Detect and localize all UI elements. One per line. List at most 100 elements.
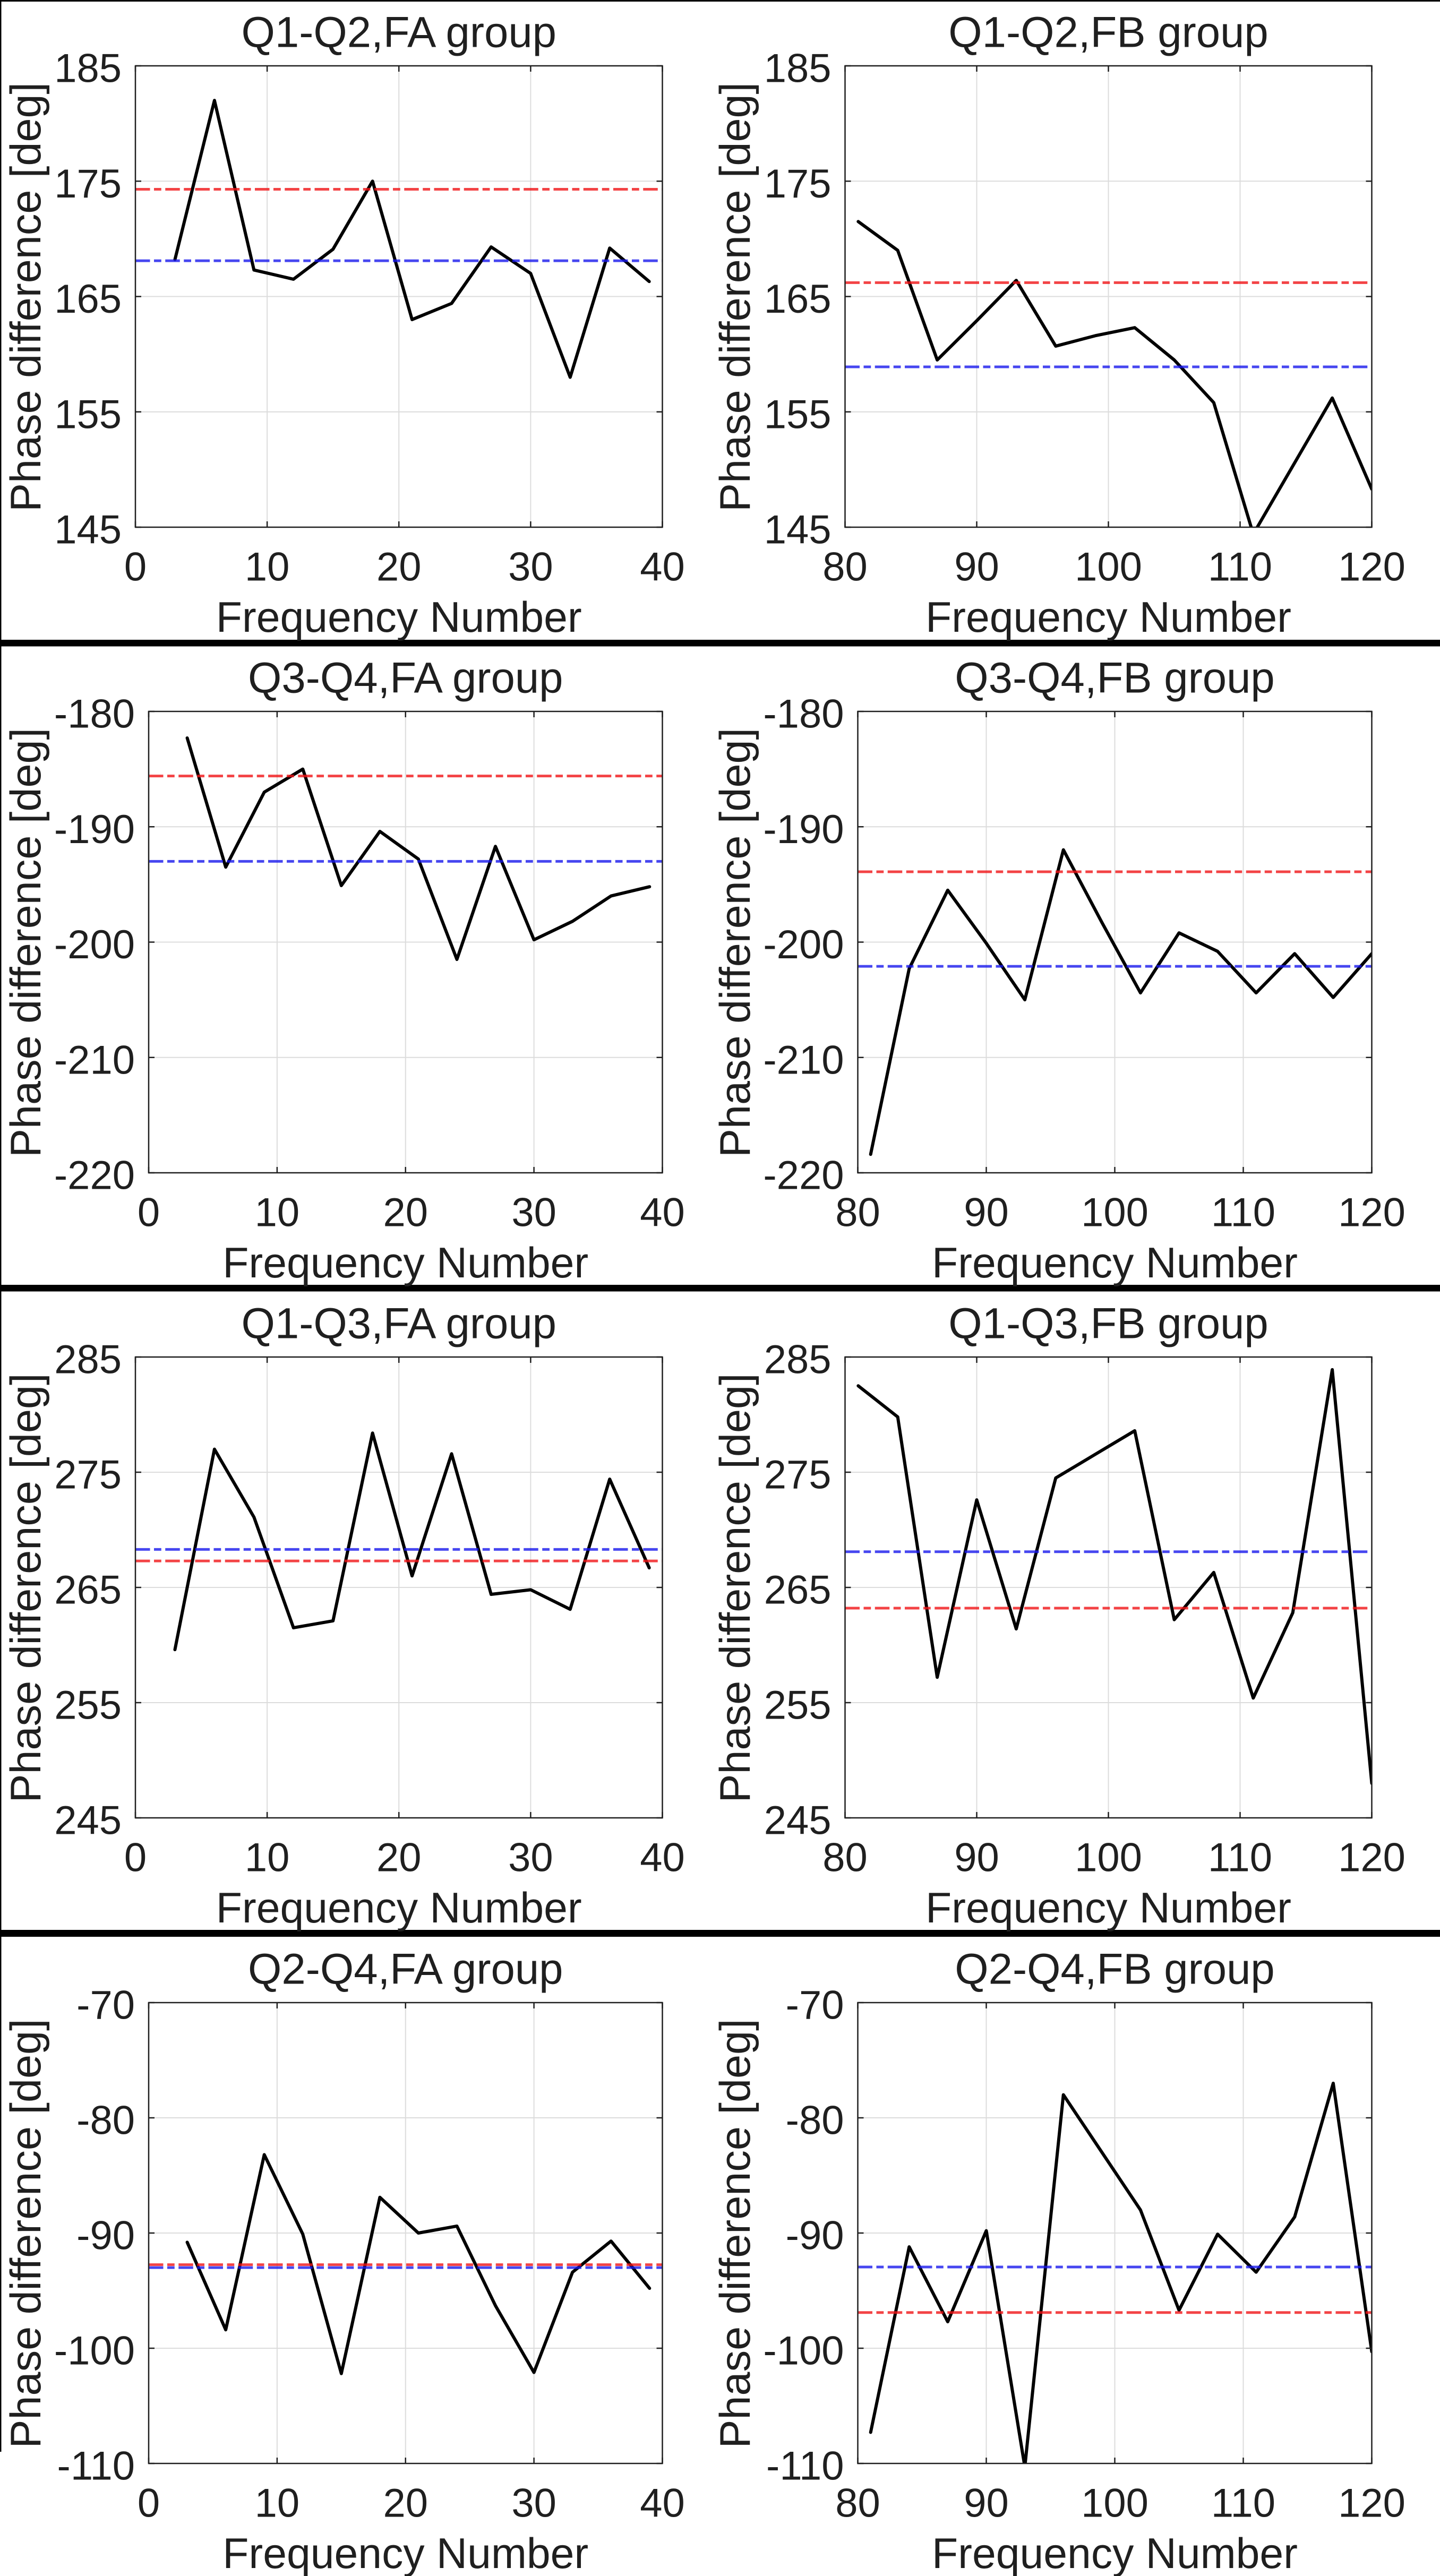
svg-text:-80: -80 — [76, 2098, 135, 2143]
svg-text:185: 185 — [764, 46, 832, 91]
svg-text:275: 275 — [54, 1453, 122, 1498]
svg-text:40: 40 — [640, 545, 685, 590]
svg-text:155: 155 — [764, 392, 832, 437]
svg-text:265: 265 — [54, 1568, 122, 1613]
svg-text:Frequency Number: Frequency Number — [932, 2530, 1298, 2576]
svg-text:145: 145 — [54, 508, 122, 553]
svg-text:245: 245 — [764, 1798, 832, 1843]
svg-text:10: 10 — [245, 545, 290, 590]
svg-text:Phase difference [deg]: Phase difference [deg] — [2, 82, 50, 512]
svg-text:-110: -110 — [766, 2444, 844, 2489]
svg-text:Frequency Number: Frequency Number — [222, 2530, 588, 2576]
svg-text:110: 110 — [1208, 545, 1272, 590]
svg-text:-200: -200 — [763, 922, 844, 967]
svg-text:275: 275 — [764, 1453, 832, 1498]
svg-text:-80: -80 — [786, 2098, 844, 2143]
svg-text:-220: -220 — [763, 1153, 844, 1198]
svg-text:Frequency Number: Frequency Number — [222, 1239, 588, 1287]
svg-text:Frequency Number: Frequency Number — [925, 1884, 1291, 1932]
svg-text:100: 100 — [1075, 545, 1142, 590]
svg-text:-220: -220 — [54, 1153, 135, 1198]
svg-text:120: 120 — [1338, 2481, 1405, 2526]
svg-text:175: 175 — [54, 161, 122, 207]
svg-text:10: 10 — [245, 1835, 290, 1881]
svg-text:Phase difference [deg]: Phase difference [deg] — [712, 1373, 759, 1802]
svg-text:40: 40 — [640, 1190, 685, 1235]
svg-text:30: 30 — [508, 545, 553, 590]
svg-text:0: 0 — [124, 545, 147, 590]
svg-text:-210: -210 — [54, 1037, 135, 1083]
svg-text:0: 0 — [138, 2481, 160, 2526]
svg-text:Phase difference [deg]: Phase difference [deg] — [2, 2019, 50, 2448]
svg-text:Phase difference [deg]: Phase difference [deg] — [712, 2019, 759, 2448]
svg-text:265: 265 — [764, 1568, 832, 1613]
svg-text:30: 30 — [508, 1835, 553, 1881]
svg-text:165: 165 — [764, 277, 832, 322]
svg-text:80: 80 — [835, 2481, 880, 2526]
svg-text:10: 10 — [255, 2481, 300, 2526]
svg-text:285: 285 — [54, 1337, 122, 1383]
svg-text:90: 90 — [954, 545, 999, 590]
svg-text:Q1-Q2,FB group: Q1-Q2,FB group — [948, 8, 1268, 57]
svg-text:-100: -100 — [763, 2329, 844, 2374]
svg-text:-200: -200 — [54, 922, 135, 967]
svg-text:100: 100 — [1075, 1835, 1142, 1881]
svg-text:Frequency Number: Frequency Number — [932, 1239, 1298, 1287]
svg-text:110: 110 — [1211, 2481, 1275, 2526]
svg-text:120: 120 — [1338, 545, 1405, 590]
svg-text:100: 100 — [1081, 1190, 1148, 1235]
svg-text:-70: -70 — [786, 1983, 844, 2028]
svg-text:20: 20 — [376, 1835, 422, 1881]
svg-text:175: 175 — [764, 161, 832, 207]
svg-text:Q1-Q3,FA group: Q1-Q3,FA group — [242, 1300, 556, 1348]
svg-text:110: 110 — [1208, 1835, 1272, 1881]
svg-text:-90: -90 — [76, 2213, 135, 2259]
svg-text:20: 20 — [383, 2481, 428, 2526]
svg-text:-180: -180 — [54, 692, 135, 737]
svg-text:10: 10 — [255, 1190, 300, 1235]
svg-text:Q1-Q2,FA group: Q1-Q2,FA group — [242, 8, 556, 57]
svg-text:Q2-Q4,FB group: Q2-Q4,FB group — [955, 1945, 1274, 1994]
svg-text:120: 120 — [1338, 1190, 1405, 1235]
svg-text:110: 110 — [1211, 1190, 1275, 1235]
svg-text:0: 0 — [138, 1190, 160, 1235]
svg-text:Q1-Q3,FB group: Q1-Q3,FB group — [948, 1300, 1268, 1348]
svg-text:20: 20 — [376, 545, 422, 590]
svg-text:Phase difference [deg]: Phase difference [deg] — [712, 728, 759, 1157]
svg-text:80: 80 — [822, 1835, 868, 1881]
svg-text:30: 30 — [511, 1190, 556, 1235]
svg-text:255: 255 — [54, 1683, 122, 1728]
svg-text:80: 80 — [835, 1190, 880, 1235]
svg-text:-70: -70 — [76, 1983, 135, 2028]
svg-text:285: 285 — [764, 1337, 832, 1383]
svg-text:-110: -110 — [57, 2444, 135, 2489]
svg-text:-180: -180 — [763, 692, 844, 737]
svg-text:165: 165 — [54, 277, 122, 322]
svg-text:100: 100 — [1081, 2481, 1148, 2526]
svg-text:40: 40 — [640, 2481, 685, 2526]
svg-text:20: 20 — [383, 1190, 428, 1235]
svg-text:Frequency Number: Frequency Number — [925, 594, 1291, 641]
svg-text:Q2-Q4,FA group: Q2-Q4,FA group — [248, 1945, 563, 1994]
svg-text:90: 90 — [964, 1190, 1009, 1235]
svg-text:0: 0 — [124, 1835, 147, 1881]
svg-text:30: 30 — [511, 2481, 556, 2526]
svg-text:90: 90 — [954, 1835, 999, 1881]
svg-text:-190: -190 — [763, 807, 844, 852]
svg-text:Frequency Number: Frequency Number — [216, 594, 582, 641]
svg-text:-90: -90 — [786, 2213, 844, 2259]
svg-text:Phase difference [deg]: Phase difference [deg] — [2, 728, 50, 1157]
svg-text:145: 145 — [764, 508, 832, 553]
svg-text:Phase difference [deg]: Phase difference [deg] — [712, 82, 759, 512]
svg-text:Phase difference [deg]: Phase difference [deg] — [2, 1373, 50, 1802]
svg-text:255: 255 — [764, 1683, 832, 1728]
svg-text:80: 80 — [822, 545, 868, 590]
svg-text:155: 155 — [54, 392, 122, 437]
svg-text:245: 245 — [54, 1798, 122, 1843]
svg-text:40: 40 — [640, 1835, 685, 1881]
svg-text:185: 185 — [54, 46, 122, 91]
svg-text:-210: -210 — [763, 1037, 844, 1083]
svg-text:-190: -190 — [54, 807, 135, 852]
svg-text:-100: -100 — [54, 2329, 135, 2374]
svg-text:90: 90 — [964, 2481, 1009, 2526]
